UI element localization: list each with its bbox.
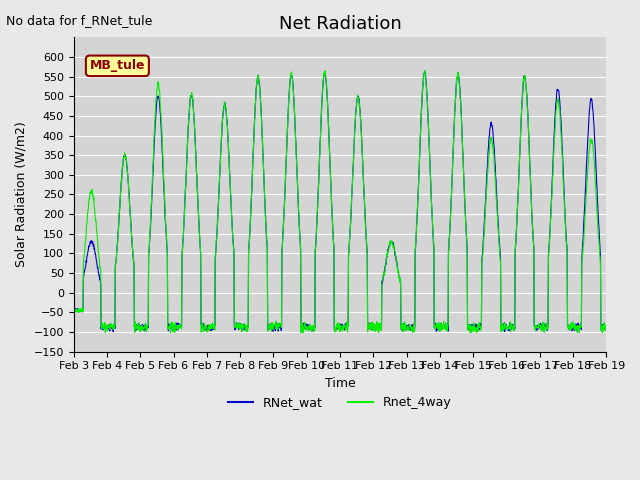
Rnet_4way: [596, 254, 604, 260]
Rnet_4way: [326, 162, 334, 168]
Legend: RNet_wat, Rnet_4way: RNet_wat, Rnet_4way: [223, 391, 457, 414]
RNet_wat: [316, 141, 324, 146]
Rnet_4way: [297, 330, 305, 336]
Rnet_4way: [602, 322, 610, 327]
RNet_wat: [596, 248, 604, 254]
Rnet_4way: [466, 329, 474, 335]
Line: Rnet_4way: Rnet_4way: [74, 71, 606, 333]
Rnet_4way: [420, 68, 428, 73]
Title: Net Radiation: Net Radiation: [278, 15, 401, 33]
RNet_wat: [602, 324, 610, 330]
RNet_wat: [466, 324, 474, 329]
Text: No data for f_RNet_tule: No data for f_RNet_tule: [6, 14, 153, 27]
RNet_wat: [544, 321, 552, 327]
Rnet_4way: [153, 86, 161, 92]
RNet_wat: [70, 306, 77, 312]
Text: MB_tule: MB_tule: [90, 60, 145, 72]
Y-axis label: Solar Radiation (W/m2): Solar Radiation (W/m2): [15, 121, 28, 267]
Rnet_4way: [316, 145, 324, 151]
RNet_wat: [109, 329, 117, 335]
RNet_wat: [154, 94, 161, 100]
X-axis label: Time: Time: [324, 377, 355, 390]
Line: RNet_wat: RNet_wat: [74, 72, 606, 332]
RNet_wat: [421, 69, 429, 74]
Rnet_4way: [70, 307, 77, 313]
RNet_wat: [326, 164, 334, 169]
Rnet_4way: [544, 324, 552, 330]
